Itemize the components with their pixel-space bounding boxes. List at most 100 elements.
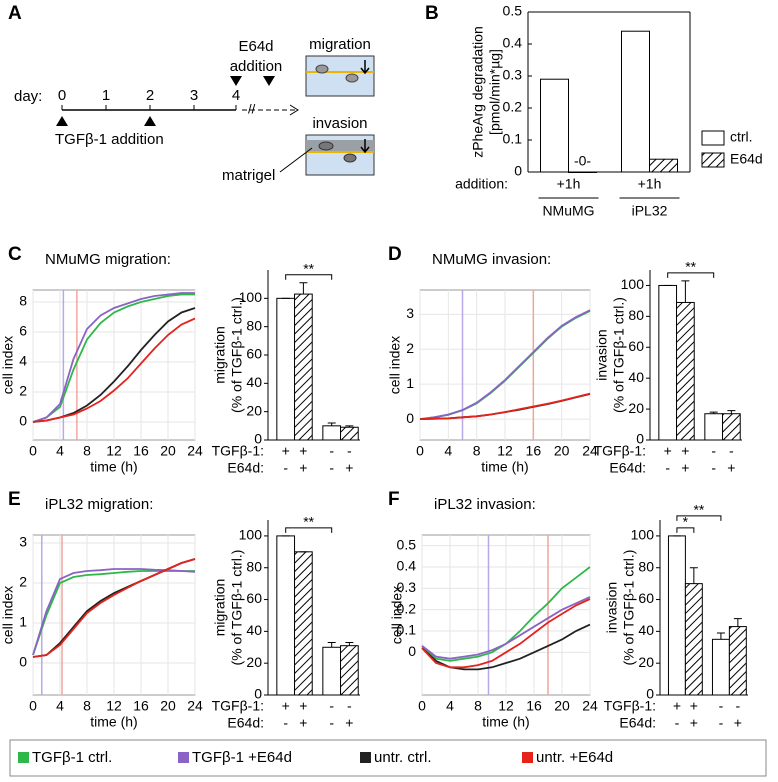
bar [649, 158, 678, 173]
y-tick-label: 1 [19, 614, 27, 630]
panel-label: B [425, 3, 439, 24]
x-tick-label: 16 [133, 443, 149, 459]
condition-label: E64d: [609, 460, 646, 476]
condition-sign: + [299, 443, 307, 459]
x-tick-label: 4 [444, 443, 452, 459]
condition-sign: - [329, 698, 334, 714]
condition-sign: + [345, 460, 353, 476]
y-tick-label: 0 [406, 410, 414, 426]
significance-label: ** [685, 259, 696, 275]
y-axis-label: [pmol/min*µg] [487, 49, 503, 135]
axis-break: // [248, 101, 256, 116]
day-tick: 1 [102, 87, 110, 104]
panel-label: C [8, 244, 22, 265]
migration-label: migration [309, 36, 371, 53]
significance-label: ** [693, 502, 704, 518]
y-tick-label: 0 [19, 413, 27, 429]
x-tick-label: 8 [473, 443, 481, 459]
legend-swatch [18, 752, 29, 763]
panel-label: F [388, 489, 400, 510]
x-tick-label: 12 [498, 698, 514, 714]
condition-sign: - [719, 698, 724, 714]
legend-swatch [701, 130, 725, 146]
series-line: untr. +E64d [419, 392, 591, 420]
y-tick-label: 0.5 [503, 3, 523, 19]
bar [722, 413, 741, 441]
error-bar [727, 410, 736, 414]
condition-sign: + [664, 443, 672, 459]
legend-swatch [360, 752, 371, 763]
y-tick-label: 60 [638, 590, 654, 606]
y-axis-label: (% of TGFβ-1 ctrl.) [611, 297, 627, 413]
bar [322, 646, 342, 696]
condition-sign: + [727, 460, 735, 476]
y-tick-label: 3 [406, 305, 414, 321]
significance-label: ** [303, 260, 314, 276]
x-tick-label: 0 [29, 698, 37, 714]
bar [658, 284, 678, 441]
bar [667, 535, 686, 696]
y-tick-label: 0 [19, 654, 27, 670]
y-tick-label: 0 [646, 686, 654, 702]
significance-label: * [683, 514, 689, 530]
y-tick-label: 40 [246, 622, 262, 638]
bar [294, 551, 313, 696]
x-tick-label: 20 [554, 698, 570, 714]
legend-label: ctrl. [730, 129, 753, 145]
y-tick-label: 0.1 [397, 622, 417, 638]
y-tick-label: 0 [408, 643, 416, 659]
x-tick-label: 16 [526, 443, 542, 459]
y-tick-label: 60 [246, 346, 262, 362]
series-line: untr. +E64d [32, 317, 196, 423]
bar [276, 535, 296, 696]
y-axis-label: cell index [387, 336, 403, 394]
y-axis-label: migration [212, 326, 228, 384]
condition-sign: + [690, 715, 698, 731]
y-tick-label: 100 [239, 527, 263, 543]
x-tick-label: 16 [526, 698, 542, 714]
condition-sign: - [729, 443, 734, 459]
x-tick-label: 0 [418, 698, 426, 714]
y-tick-label: 0.3 [397, 579, 417, 595]
bar [276, 297, 296, 441]
y-tick-label: 20 [638, 654, 654, 670]
condition-sign: + [299, 698, 307, 714]
panel-label: E [8, 489, 21, 510]
series-line: TGFβ-1 +E64d [419, 309, 591, 420]
bar [340, 426, 359, 441]
condition-label: TGFβ-1: [594, 443, 646, 459]
condition-sign: + [681, 443, 689, 459]
group-label: NMuMG [542, 203, 594, 219]
y-tick-label: 100 [239, 289, 263, 305]
y-tick-label: 20 [246, 402, 262, 418]
significance-bracket [285, 527, 333, 533]
x-tick-label: 24 [187, 698, 203, 714]
value-label: -0- [574, 153, 591, 169]
legend-label: untr. +E64d [536, 749, 613, 766]
tgf-label: TGFβ-1 addition [55, 131, 164, 148]
y-axis-label: (% of TGFβ-1 ctrl.) [229, 297, 245, 413]
bar [711, 638, 730, 696]
day-tick: 3 [190, 87, 198, 104]
x-tick-label: 8 [83, 443, 91, 459]
y-tick-label: 0 [254, 686, 262, 702]
condition-label: E64d: [227, 715, 264, 731]
bar [568, 171, 597, 173]
condition-label: E64d: [227, 460, 264, 476]
y-tick-label: 0.4 [503, 35, 523, 51]
condition-label: TGFβ-1: [604, 698, 656, 714]
x-tick-label: 20 [554, 443, 570, 459]
y-tick-label: 40 [638, 622, 654, 638]
y-tick-label: 40 [246, 374, 262, 390]
y-tick-label: 60 [628, 338, 644, 354]
condition-sign: + [299, 460, 307, 476]
chart-title: iPL32 invasion: [434, 496, 536, 513]
significance-label: ** [303, 514, 314, 530]
panel-label: A [8, 3, 22, 24]
bar [676, 301, 695, 441]
bar [621, 30, 650, 173]
y-axis-label: cell index [0, 586, 16, 644]
condition-sign: + [673, 698, 681, 714]
y-tick-label: 80 [246, 317, 262, 333]
x-axis-label: time (h) [481, 459, 528, 475]
